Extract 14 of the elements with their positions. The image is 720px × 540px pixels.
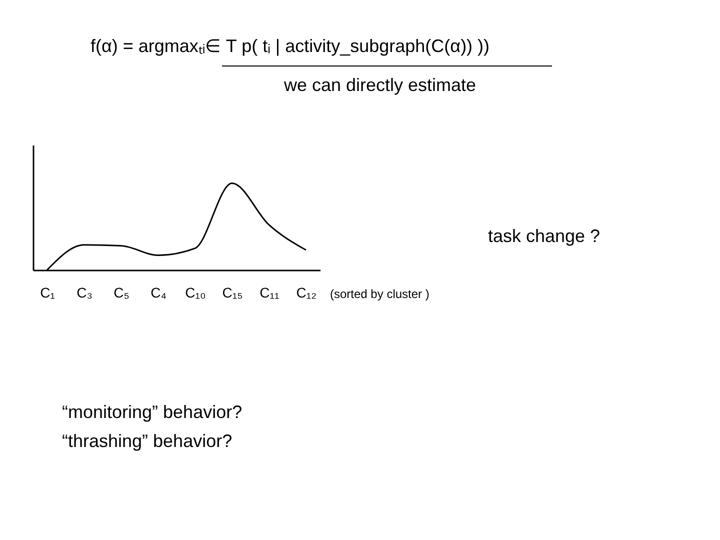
text: task change ? bbox=[488, 226, 600, 246]
chart-title: f(α) = argmaxₜᵢ∈ T p( tᵢ | activity_subgraph(C(α)) )) bbox=[90, 36, 490, 56]
x-tick-label: C₃ bbox=[76, 284, 92, 300]
x-tick-label: C₁₂ bbox=[296, 284, 317, 300]
x-tick-label: C₁₀ bbox=[185, 284, 206, 300]
x-tick-label: C₁₅ bbox=[222, 284, 243, 300]
x-tick-label: C₅ bbox=[114, 284, 130, 300]
text: “monitoring” behavior? bbox=[62, 402, 242, 422]
x-tick-label: C₄ bbox=[150, 284, 167, 300]
x-tick-label: C₁₁ bbox=[260, 284, 280, 300]
text: (sorted by cluster ) bbox=[330, 287, 430, 301]
text: “thrashing” behavior? bbox=[62, 431, 232, 451]
text: we can directly estimate bbox=[282, 75, 476, 95]
x-tick-label: C₁ bbox=[40, 284, 56, 300]
